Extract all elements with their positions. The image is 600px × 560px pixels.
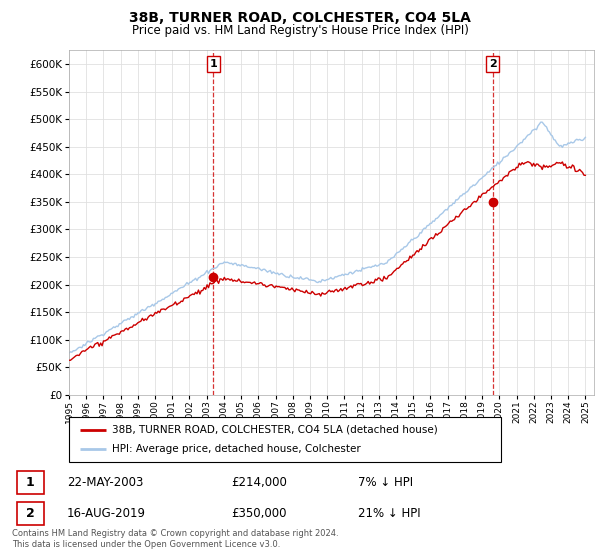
Text: Contains HM Land Registry data © Crown copyright and database right 2024.
This d: Contains HM Land Registry data © Crown c… <box>12 529 338 549</box>
Text: 38B, TURNER ROAD, COLCHESTER, CO4 5LA: 38B, TURNER ROAD, COLCHESTER, CO4 5LA <box>129 11 471 25</box>
Text: £214,000: £214,000 <box>231 476 287 489</box>
Text: £350,000: £350,000 <box>231 507 286 520</box>
Text: 2: 2 <box>26 507 35 520</box>
Text: HPI: Average price, detached house, Colchester: HPI: Average price, detached house, Colc… <box>112 445 361 455</box>
Text: 38B, TURNER ROAD, COLCHESTER, CO4 5LA (detached house): 38B, TURNER ROAD, COLCHESTER, CO4 5LA (d… <box>112 424 438 435</box>
Text: Price paid vs. HM Land Registry's House Price Index (HPI): Price paid vs. HM Land Registry's House … <box>131 24 469 36</box>
Text: 2: 2 <box>489 59 497 69</box>
Text: 1: 1 <box>26 476 35 489</box>
Text: 7% ↓ HPI: 7% ↓ HPI <box>358 476 413 489</box>
Text: 21% ↓ HPI: 21% ↓ HPI <box>358 507 420 520</box>
FancyBboxPatch shape <box>17 470 44 494</box>
FancyBboxPatch shape <box>17 502 44 525</box>
Text: 1: 1 <box>209 59 217 69</box>
Text: 16-AUG-2019: 16-AUG-2019 <box>67 507 146 520</box>
FancyBboxPatch shape <box>69 417 501 462</box>
Text: 22-MAY-2003: 22-MAY-2003 <box>67 476 143 489</box>
